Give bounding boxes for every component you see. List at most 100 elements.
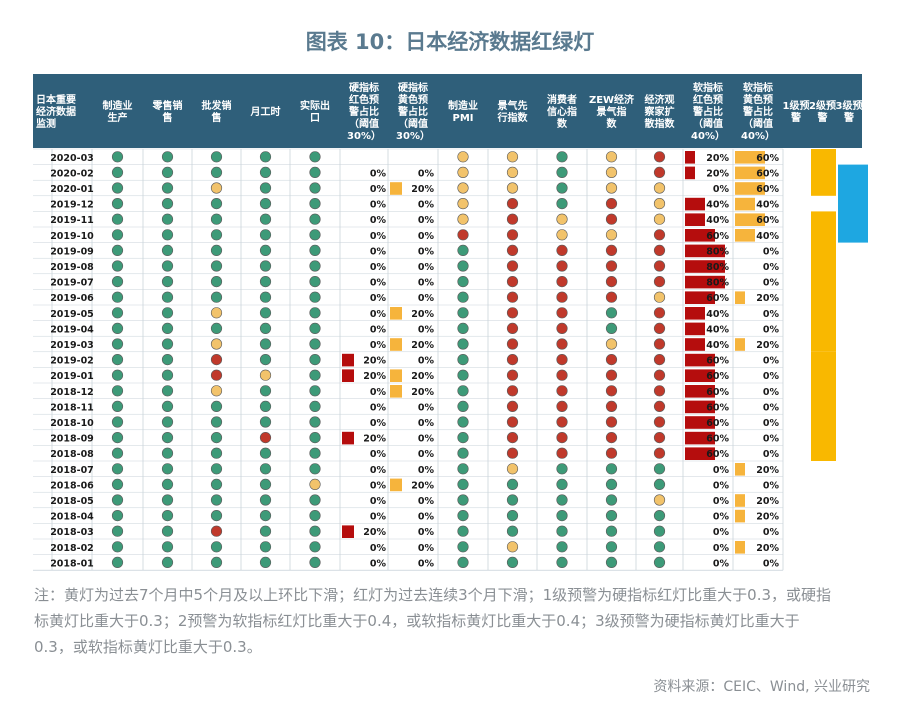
- signal-lamp: [605, 369, 618, 381]
- warning-bar: [811, 211, 836, 352]
- share-bar: [390, 478, 402, 492]
- share-label: 0%: [418, 324, 435, 335]
- signal-lamp: [210, 291, 223, 303]
- signal-lamp: [111, 556, 124, 569]
- signal-lamp: [457, 400, 469, 413]
- month-label: 2018-08: [50, 449, 94, 460]
- signal-lamp: [605, 151, 618, 163]
- signal-lamp: [605, 166, 618, 178]
- signal-lamp: [309, 354, 321, 366]
- signal-lamp: [309, 509, 321, 522]
- signal-lamp: [556, 509, 568, 522]
- signal-lamp: [111, 369, 124, 381]
- signal-lamp: [210, 198, 223, 210]
- column-header: 景气先行指数: [497, 99, 529, 124]
- share-bar: [685, 307, 705, 320]
- share-label: 0%: [763, 309, 780, 320]
- signal-lamp: [556, 369, 568, 381]
- share-bar: [685, 275, 725, 289]
- signal-lamp: [506, 447, 519, 459]
- signal-lamp: [259, 369, 272, 381]
- signal-lamp: [161, 369, 174, 381]
- share-label: 0%: [370, 387, 387, 398]
- share-label: 0%: [763, 527, 780, 538]
- month-label: 2018-06: [50, 480, 94, 491]
- column-header: 实际出口: [300, 99, 330, 124]
- signal-lamp: [653, 494, 666, 506]
- share-bar: [342, 353, 354, 367]
- signal-lamp: [309, 260, 321, 272]
- signal-lamp: [309, 478, 321, 491]
- signal-lamp: [605, 494, 618, 506]
- share-label: 0%: [370, 543, 387, 554]
- signal-lamp: [259, 151, 272, 163]
- share-bar: [735, 229, 755, 242]
- signal-lamp: [259, 400, 272, 413]
- signal-lamp: [259, 432, 272, 444]
- warning-bar: [811, 149, 836, 196]
- share-bar: [390, 307, 402, 320]
- signal-lamp: [653, 307, 666, 319]
- signal-lamp: [111, 260, 124, 272]
- share-label: 0%: [370, 402, 387, 413]
- signal-lamp: [259, 213, 272, 225]
- share-label: 0%: [370, 168, 387, 179]
- signal-lamp: [653, 478, 666, 491]
- share-label: 0%: [418, 356, 435, 367]
- column-header: 软指标黄色预警占比（阈值 40%）: [741, 81, 775, 142]
- share-bar: [685, 369, 715, 382]
- share-label: 40%: [706, 215, 729, 226]
- signal-lamp: [161, 244, 174, 256]
- share-bar: [685, 151, 695, 164]
- signal-lamp: [309, 463, 321, 475]
- signal-lamp: [605, 244, 618, 256]
- signal-lamp: [653, 198, 666, 210]
- share-bar: [735, 338, 745, 351]
- share-label: 60%: [706, 293, 729, 304]
- column-header: ZEW经济景气指数: [589, 93, 635, 130]
- signal-lamp: [210, 385, 223, 397]
- signal-lamp: [111, 416, 124, 428]
- signal-lamp: [259, 354, 272, 366]
- share-label: 20%: [756, 512, 779, 523]
- signal-lamp: [605, 416, 618, 428]
- share-label: 20%: [706, 168, 729, 179]
- signal-lamp: [605, 260, 618, 272]
- share-bar: [685, 197, 705, 211]
- share-bar: [685, 322, 705, 336]
- signal-lamp: [457, 478, 469, 491]
- signal-lamp: [605, 447, 618, 459]
- signal-lamp: [653, 432, 666, 444]
- month-label: 2018-03: [50, 527, 94, 538]
- signal-lamp: [653, 463, 666, 475]
- signal-lamp: [653, 213, 666, 225]
- month-label: 2019-02: [50, 356, 94, 367]
- signal-lamp: [653, 276, 666, 288]
- chart-note: 注：黄灯为过去7个月中5个月及以上环比下滑；红灯为过去连续3个月下滑；1级预警为…: [34, 586, 832, 656]
- share-label: 0%: [418, 434, 435, 445]
- signal-lamp: [259, 509, 272, 522]
- share-label: 0%: [370, 200, 387, 211]
- signal-lamp: [259, 322, 272, 335]
- signal-lamp: [556, 182, 568, 194]
- signal-lamp: [309, 291, 321, 303]
- signal-lamp: [161, 385, 174, 397]
- share-label: 0%: [713, 512, 730, 523]
- signal-lamp: [259, 229, 272, 241]
- signal-lamp: [506, 338, 519, 350]
- signal-lamp: [161, 322, 174, 335]
- signal-lamp: [210, 338, 223, 350]
- share-label: 60%: [706, 371, 729, 382]
- signal-lamp: [556, 525, 568, 537]
- share-bar: [685, 400, 715, 414]
- signal-lamp: [556, 307, 568, 319]
- month-label: 2019-04: [50, 324, 94, 335]
- share-bar: [390, 182, 402, 195]
- month-label: 2019-05: [50, 309, 94, 320]
- signal-lamp: [161, 354, 174, 366]
- signal-lamp: [259, 525, 272, 537]
- signal-lamp: [506, 291, 519, 303]
- source-note: 资料来源：CEIC、Wind, 兴业研究: [653, 679, 870, 695]
- month-label: 2018-05: [50, 496, 94, 507]
- share-label: 0%: [370, 480, 387, 491]
